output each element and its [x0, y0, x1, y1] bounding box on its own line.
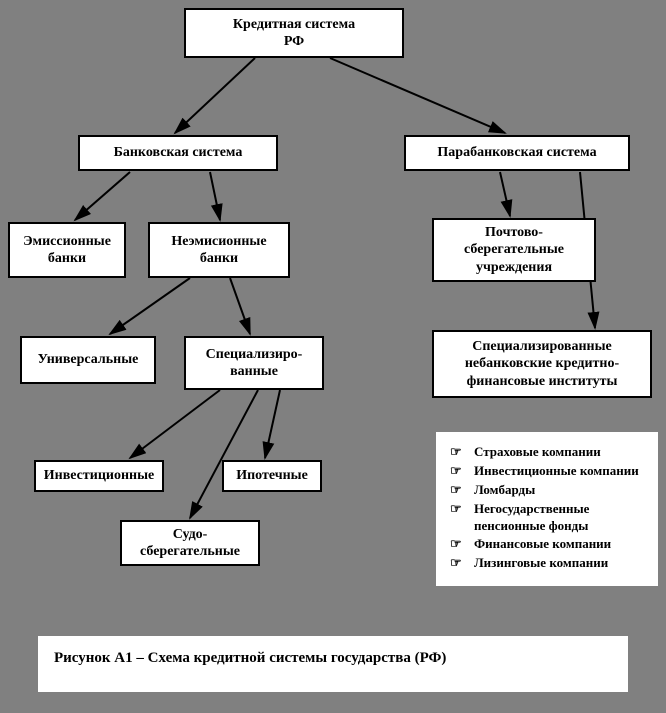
- node-label: Парабанковская система: [437, 144, 596, 162]
- caption-text: Рисунок А1 – Схема кредитной системы гос…: [54, 650, 446, 666]
- node-label: Почтово-сберегательныеучреждения: [464, 224, 564, 277]
- list-item-label: Страховые компании: [474, 444, 601, 459]
- node-label: Кредитная системаРФ: [233, 16, 355, 51]
- node-universal: Универсальные: [20, 336, 156, 384]
- node-nonemission-banks: Неэмисионныебанки: [148, 222, 290, 278]
- edge: [230, 278, 250, 334]
- nonbank-list: Страховые компании Инвестиционные компан…: [436, 432, 658, 586]
- list-item: Лизинговые компании: [450, 555, 646, 572]
- node-label: Инвестиционные: [44, 467, 154, 485]
- list-item-label: Негосударственные пенсионные фонды: [474, 501, 589, 533]
- node-postal-savings: Почтово-сберегательныеучреждения: [432, 218, 596, 282]
- node-bank-system: Банковская система: [78, 135, 278, 171]
- list-item-label: Ломбарды: [474, 482, 535, 497]
- node-label: Банковская система: [114, 144, 243, 162]
- node-label: Ипотечные: [236, 467, 308, 485]
- edge: [330, 58, 505, 133]
- node-nonbank-institutes: Специализированныенебанковские кредитно-…: [432, 330, 652, 398]
- list-item-label: Лизинговые компании: [474, 555, 608, 570]
- list-item: Инвестиционные компании: [450, 463, 646, 480]
- list-item: Негосударственные пенсионные фонды: [450, 501, 646, 535]
- edge: [130, 390, 220, 458]
- node-label: Эмиссионныебанки: [23, 233, 111, 268]
- list-item-label: Инвестиционные компании: [474, 463, 639, 478]
- figure-caption: Рисунок А1 – Схема кредитной системы гос…: [38, 636, 628, 692]
- edge: [175, 58, 255, 133]
- node-savings: Судо-сберегательные: [120, 520, 260, 566]
- node-root: Кредитная системаРФ: [184, 8, 404, 58]
- edge: [110, 278, 190, 334]
- node-label: Универсальные: [38, 351, 139, 369]
- node-parabank-system: Парабанковская система: [404, 135, 630, 171]
- node-label: Судо-сберегательные: [140, 526, 240, 561]
- edge: [75, 172, 130, 220]
- node-label: Неэмисионныебанки: [171, 233, 266, 268]
- list-item-label: Финансовые компании: [474, 536, 611, 551]
- list-item: Страховые компании: [450, 444, 646, 461]
- node-label: Специализиро-ванные: [206, 346, 303, 381]
- edge: [190, 390, 258, 518]
- list-item: Ломбарды: [450, 482, 646, 499]
- node-label: Специализированныенебанковские кредитно-…: [465, 338, 619, 391]
- node-mortgage: Ипотечные: [222, 460, 322, 492]
- list-item: Финансовые компании: [450, 536, 646, 553]
- node-investment: Инвестиционные: [34, 460, 164, 492]
- node-emission-banks: Эмиссионныебанки: [8, 222, 126, 278]
- node-specialized: Специализиро-ванные: [184, 336, 324, 390]
- edge: [210, 172, 220, 220]
- edge: [265, 390, 280, 458]
- edge: [500, 172, 510, 216]
